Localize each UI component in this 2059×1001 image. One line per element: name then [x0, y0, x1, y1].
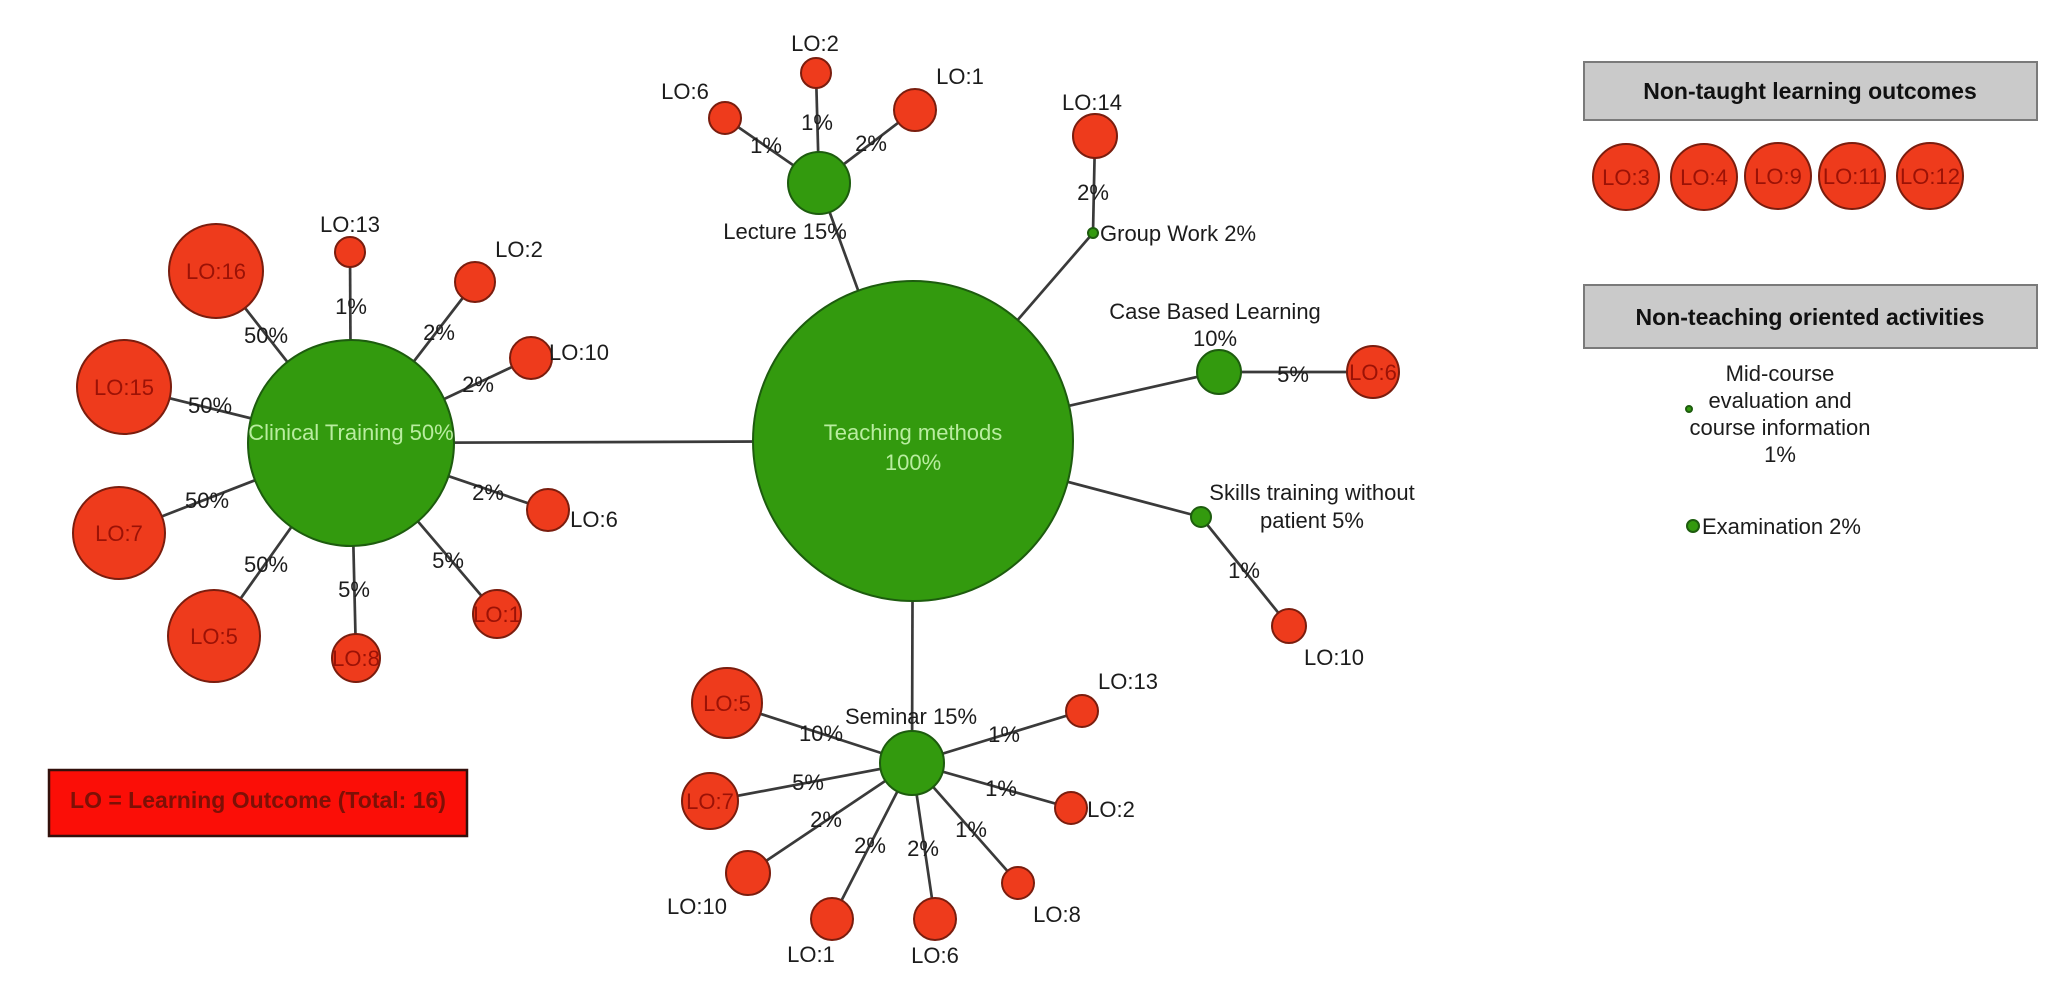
svg-text:2%: 2%	[462, 372, 494, 397]
svg-text:5%: 5%	[1277, 362, 1309, 387]
svg-text:Clinical Training 50%: Clinical Training 50%	[248, 420, 453, 445]
svg-text:LO:9: LO:9	[1754, 164, 1802, 189]
svg-text:LO:14: LO:14	[1062, 90, 1122, 115]
svg-text:LO:5: LO:5	[703, 691, 751, 716]
svg-text:2%: 2%	[472, 480, 504, 505]
svg-text:1%: 1%	[988, 722, 1020, 747]
svg-text:LO:2: LO:2	[1087, 797, 1135, 822]
svg-text:1%: 1%	[335, 294, 367, 319]
svg-text:patient 5%: patient 5%	[1260, 508, 1364, 533]
svg-text:2%: 2%	[854, 833, 886, 858]
svg-text:LO:4: LO:4	[1680, 165, 1728, 190]
svg-text:LO:13: LO:13	[1098, 669, 1158, 694]
svg-text:2%: 2%	[907, 836, 939, 861]
svg-text:10%: 10%	[799, 721, 843, 746]
svg-text:LO:10: LO:10	[667, 894, 727, 919]
svg-text:LO:7: LO:7	[686, 789, 734, 814]
svg-text:LO:11: LO:11	[1823, 164, 1881, 189]
svg-text:LO:12: LO:12	[1900, 164, 1960, 189]
svg-text:LO:10: LO:10	[549, 340, 609, 365]
svg-text:LO:6: LO:6	[1349, 360, 1397, 385]
svg-text:LO:5: LO:5	[190, 624, 238, 649]
svg-text:LO:16: LO:16	[186, 259, 246, 284]
svg-text:1%: 1%	[985, 776, 1017, 801]
svg-text:1%: 1%	[1764, 442, 1796, 467]
svg-text:50%: 50%	[188, 393, 232, 418]
svg-text:10%: 10%	[1193, 326, 1237, 351]
svg-text:Skills training without: Skills training without	[1209, 480, 1414, 505]
svg-text:2%: 2%	[1077, 180, 1109, 205]
svg-text:LO:6: LO:6	[661, 79, 709, 104]
svg-text:Non-taught learning outcomes: Non-taught learning outcomes	[1643, 78, 1977, 104]
svg-text:Mid-course: Mid-course	[1726, 361, 1835, 386]
svg-text:LO:6: LO:6	[570, 507, 618, 532]
svg-text:Seminar 15%: Seminar 15%	[845, 704, 977, 729]
svg-text:50%: 50%	[244, 323, 288, 348]
svg-text:1%: 1%	[955, 817, 987, 842]
svg-text:course information: course information	[1690, 415, 1871, 440]
svg-text:LO:1: LO:1	[787, 942, 835, 967]
svg-text:LO:8: LO:8	[1033, 902, 1081, 927]
svg-text:50%: 50%	[244, 552, 288, 577]
svg-text:50%: 50%	[185, 488, 229, 513]
svg-text:LO:8: LO:8	[332, 646, 380, 671]
svg-text:Teaching methods: Teaching methods	[824, 420, 1003, 445]
svg-text:Lecture 15%: Lecture 15%	[723, 219, 847, 244]
svg-text:LO:1: LO:1	[936, 64, 984, 89]
svg-text:evaluation and: evaluation and	[1708, 388, 1851, 413]
svg-text:LO = Learning Outcome (Total:: LO = Learning Outcome (Total: 16)	[70, 787, 446, 813]
svg-text:1%: 1%	[801, 110, 833, 135]
svg-text:5%: 5%	[338, 577, 370, 602]
svg-text:2%: 2%	[423, 320, 455, 345]
svg-text:LO:2: LO:2	[791, 31, 839, 56]
svg-text:LO:2: LO:2	[495, 237, 543, 262]
svg-text:LO:7: LO:7	[95, 521, 143, 546]
svg-text:LO:10: LO:10	[1304, 645, 1364, 670]
svg-text:100%: 100%	[885, 450, 941, 475]
svg-text:LO:6: LO:6	[911, 943, 959, 968]
svg-text:5%: 5%	[792, 770, 824, 795]
svg-text:Case Based Learning: Case Based Learning	[1109, 299, 1321, 324]
svg-text:2%: 2%	[855, 131, 887, 156]
svg-text:Group Work 2%: Group Work 2%	[1100, 221, 1256, 246]
svg-text:LO:1: LO:1	[473, 602, 521, 627]
svg-text:Examination 2%: Examination 2%	[1702, 514, 1861, 539]
svg-text:LO:13: LO:13	[320, 212, 380, 237]
svg-text:2%: 2%	[810, 807, 842, 832]
svg-text:5%: 5%	[432, 548, 464, 573]
svg-text:LO:3: LO:3	[1602, 165, 1650, 190]
svg-text:LO:15: LO:15	[94, 375, 154, 400]
svg-text:Non-teaching oriented activiti: Non-teaching oriented activities	[1636, 304, 1985, 330]
svg-text:1%: 1%	[750, 133, 782, 158]
svg-text:1%: 1%	[1228, 558, 1260, 583]
